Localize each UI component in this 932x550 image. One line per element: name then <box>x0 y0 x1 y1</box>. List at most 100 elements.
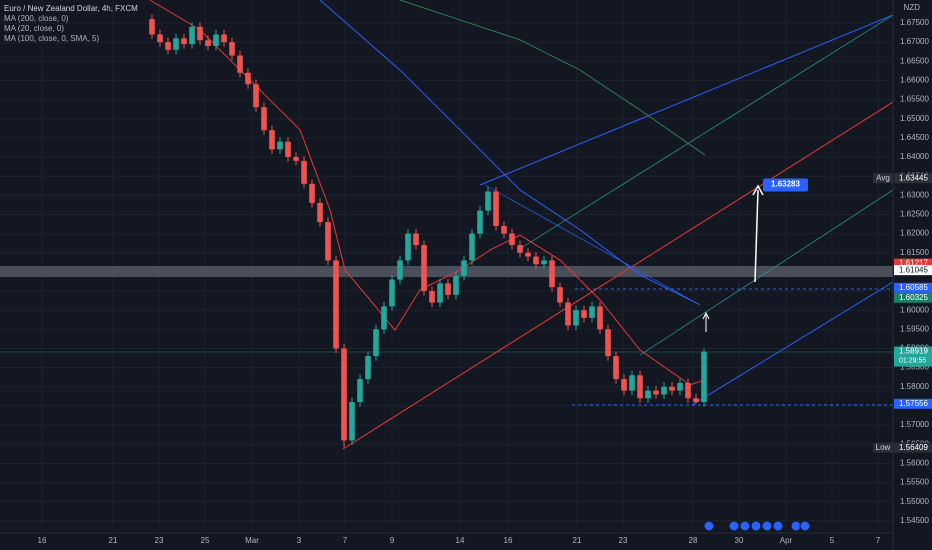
candle-body <box>597 306 603 330</box>
x-tick-label: Mar <box>245 536 259 545</box>
tag-name: Avg <box>876 173 890 182</box>
candle-body <box>253 84 259 108</box>
price-tag <box>894 346 932 367</box>
candle-body <box>573 310 579 326</box>
x-tick-label: 16 <box>504 536 513 545</box>
price-tag-label: 1.63445 <box>899 173 928 182</box>
event-icon <box>799 520 811 532</box>
candle-body <box>373 329 379 357</box>
ma-line <box>149 0 706 386</box>
tag-name: Low <box>876 443 891 452</box>
symbol-title: Euro / New Zealand Dollar, 4h, FXCM <box>4 4 138 13</box>
y-tick-label: 1.67500 <box>900 18 929 27</box>
price-tag <box>894 398 932 409</box>
countdown: 01:29:55 <box>899 357 926 364</box>
indicator-label: MA (200, close, 0) <box>4 14 69 23</box>
price-tag-label: 1.57556 <box>899 399 928 408</box>
ma-line <box>319 0 701 306</box>
candle-body <box>445 283 451 295</box>
candle-body <box>293 157 299 161</box>
candle-body <box>453 275 459 295</box>
candle-body <box>589 306 595 318</box>
x-tick-label: 9 <box>390 536 395 545</box>
event-icon <box>772 520 784 532</box>
candle-body <box>317 202 323 223</box>
price-tag <box>894 292 932 303</box>
event-icon <box>761 520 773 532</box>
candle-body <box>517 245 523 253</box>
candle-body <box>157 34 163 43</box>
candle-body <box>661 386 667 395</box>
price-tag <box>894 282 932 293</box>
candle-body <box>509 233 515 246</box>
candle-body <box>197 26 203 41</box>
y-tick-label: 1.64500 <box>900 133 929 142</box>
moving-averages <box>149 0 706 386</box>
candle-body <box>309 183 315 203</box>
arrow-head <box>752 184 764 196</box>
candle-body <box>645 390 651 399</box>
y-tick-label: 1.62500 <box>900 210 929 219</box>
axes: 1.545001.550001.555001.560001.565001.570… <box>38 18 932 545</box>
candle-body <box>205 40 211 46</box>
price-tag-label: 1.60325 <box>899 293 928 302</box>
tag-name-box <box>873 442 893 453</box>
y-tick-label: 1.66500 <box>900 56 929 65</box>
candle-body <box>429 291 435 303</box>
y-tick-label: 1.55000 <box>900 497 929 506</box>
event-icon <box>728 520 740 532</box>
fork-line <box>639 189 894 356</box>
candle-body <box>389 279 395 307</box>
x-tick-label: 21 <box>109 536 118 545</box>
candle-body <box>653 390 659 395</box>
y-tick-label: 1.57000 <box>900 420 929 429</box>
ma-line <box>399 0 706 156</box>
target-label-box <box>763 178 808 192</box>
candle-body <box>421 245 427 292</box>
candle-body <box>333 260 339 349</box>
arrow <box>754 189 759 283</box>
candle-body <box>221 34 227 43</box>
x-tick-label: 7 <box>343 536 348 545</box>
price-tag-label: 1.58919 <box>899 347 928 356</box>
candle-body <box>381 306 387 330</box>
candle-body <box>213 34 219 46</box>
price-tag <box>894 442 932 453</box>
indicator-label: MA (20, close, 0) <box>4 24 64 33</box>
event-icon <box>703 520 715 532</box>
x-tick-label: 23 <box>619 536 628 545</box>
fork-handle <box>484 184 701 306</box>
candle-body <box>541 260 547 265</box>
y-tick-label: 1.63000 <box>900 190 929 199</box>
x-tick-label: 30 <box>735 536 744 545</box>
x-tick-label: 21 <box>573 536 582 545</box>
y-tick-label: 1.65000 <box>900 114 929 123</box>
y-tick-label: 1.58000 <box>900 382 929 391</box>
y-tick-label: 1.61500 <box>900 248 929 257</box>
candle-body <box>557 287 563 303</box>
arrow-head <box>702 311 710 320</box>
drawings <box>342 14 894 450</box>
event-icon <box>739 520 751 532</box>
x-tick-label: 23 <box>155 536 164 545</box>
x-tick-label: 16 <box>38 536 47 545</box>
candle-body <box>677 382 683 391</box>
candle-body <box>605 329 611 357</box>
event-icons <box>703 520 811 532</box>
candle-body <box>165 42 171 50</box>
x-tick-label: 5 <box>830 536 835 545</box>
tag-name-box <box>873 173 893 184</box>
candle-body <box>277 141 283 150</box>
target-label: 1.63283 <box>771 180 800 189</box>
currency: NZD <box>904 3 921 12</box>
y-tick-label: 1.67000 <box>900 37 929 46</box>
candle-body <box>549 260 555 288</box>
x-tick-label: 7 <box>876 536 881 545</box>
candle-body <box>693 398 699 403</box>
channel-upper <box>479 14 894 186</box>
y-tick-label: 1.54500 <box>900 516 929 525</box>
price-tag <box>894 258 932 269</box>
candle-body <box>669 386 675 391</box>
